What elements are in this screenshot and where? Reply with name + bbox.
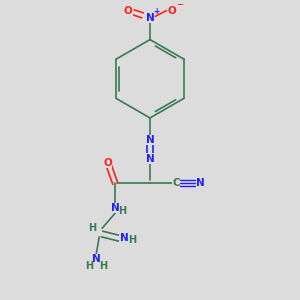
Text: N: N (92, 254, 101, 264)
Text: N: N (146, 13, 154, 23)
Text: H: H (118, 206, 127, 216)
Text: O: O (103, 158, 112, 168)
Text: O: O (167, 6, 176, 16)
Text: O: O (124, 6, 133, 16)
Text: +: + (153, 7, 160, 16)
Text: H: H (88, 223, 96, 233)
Text: C: C (172, 178, 180, 188)
Text: N: N (146, 154, 154, 164)
Text: H: H (99, 261, 107, 271)
Text: H: H (128, 235, 136, 245)
Text: −: − (176, 0, 183, 9)
Text: N: N (111, 203, 120, 213)
Text: H: H (85, 261, 93, 271)
Text: N: N (119, 233, 128, 243)
Text: N: N (146, 135, 154, 145)
Text: N: N (196, 178, 205, 188)
